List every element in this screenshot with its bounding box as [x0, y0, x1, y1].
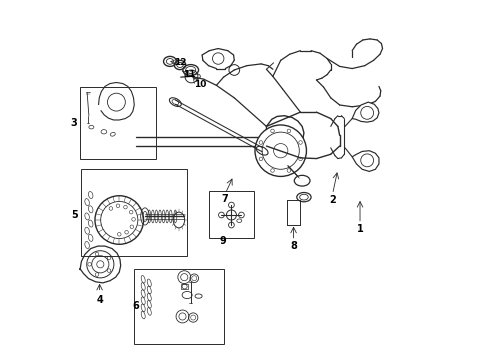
- Text: 11: 11: [183, 71, 196, 80]
- Text: 1: 1: [357, 224, 364, 234]
- Bar: [81, 169, 187, 256]
- Bar: [209, 192, 254, 238]
- Circle shape: [255, 125, 306, 176]
- Polygon shape: [352, 102, 379, 122]
- Bar: [80, 87, 156, 159]
- Polygon shape: [267, 116, 304, 148]
- Text: 10: 10: [194, 80, 206, 89]
- Text: 9: 9: [220, 236, 226, 246]
- Text: 8: 8: [290, 241, 297, 251]
- Text: 7: 7: [221, 194, 228, 203]
- Polygon shape: [352, 151, 379, 171]
- Bar: [181, 284, 188, 289]
- Polygon shape: [80, 246, 121, 283]
- Text: 2: 2: [329, 195, 336, 204]
- Text: 6: 6: [133, 301, 140, 311]
- Polygon shape: [98, 82, 134, 120]
- Text: 3: 3: [71, 118, 77, 128]
- Text: 12: 12: [174, 58, 186, 67]
- Text: 5: 5: [71, 210, 77, 220]
- Bar: [134, 269, 223, 344]
- Text: 4: 4: [96, 295, 103, 305]
